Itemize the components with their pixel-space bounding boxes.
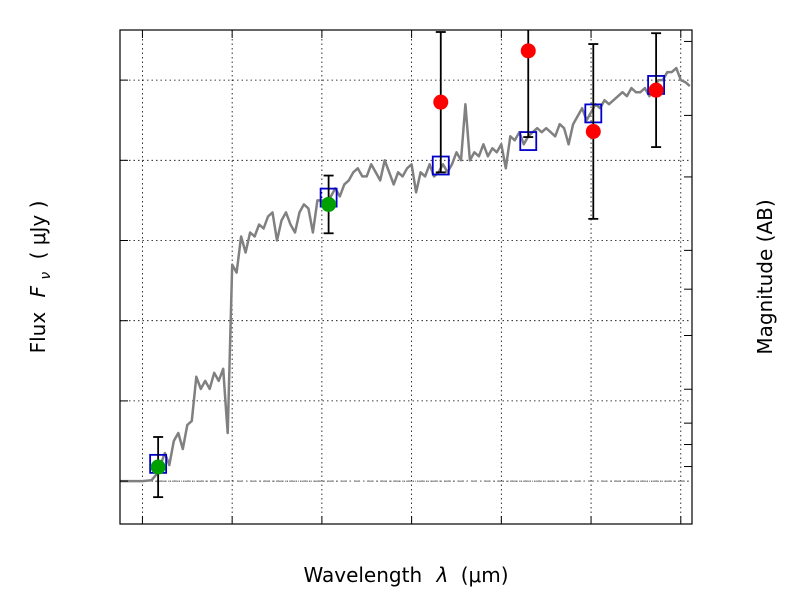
x-axis-label-variable: λ [436, 563, 449, 587]
x-axis-label-prefix: Wavelength [303, 563, 422, 587]
observed-flux-point [520, 43, 536, 59]
plot-area [120, 30, 691, 499]
y2-axis-label: Magnitude (AB) [753, 199, 777, 354]
model-spectrum-line [120, 66, 691, 483]
y-axis-label: Flux F ν ( μJy ) [26, 201, 55, 354]
x-axis-label: Wavelength λ (μm) [303, 563, 508, 587]
grid-lines [120, 30, 692, 524]
observed-flux-point [648, 82, 664, 98]
y-axis-label-unit: ( μJy ) [26, 201, 50, 260]
y-axis-label-variable: F [26, 285, 50, 297]
plot-frame [119, 29, 693, 525]
observed-flux-point [585, 123, 601, 139]
x-axis-label-unit: (μm) [461, 563, 509, 587]
observed-flux-point [150, 459, 166, 475]
axis-ticks [120, 30, 692, 524]
observed-flux-point [321, 196, 337, 212]
y-axis-label-subscript: ν [38, 272, 54, 280]
observed-flux-point [433, 94, 449, 110]
y-axis-label-prefix: Flux [26, 312, 50, 354]
